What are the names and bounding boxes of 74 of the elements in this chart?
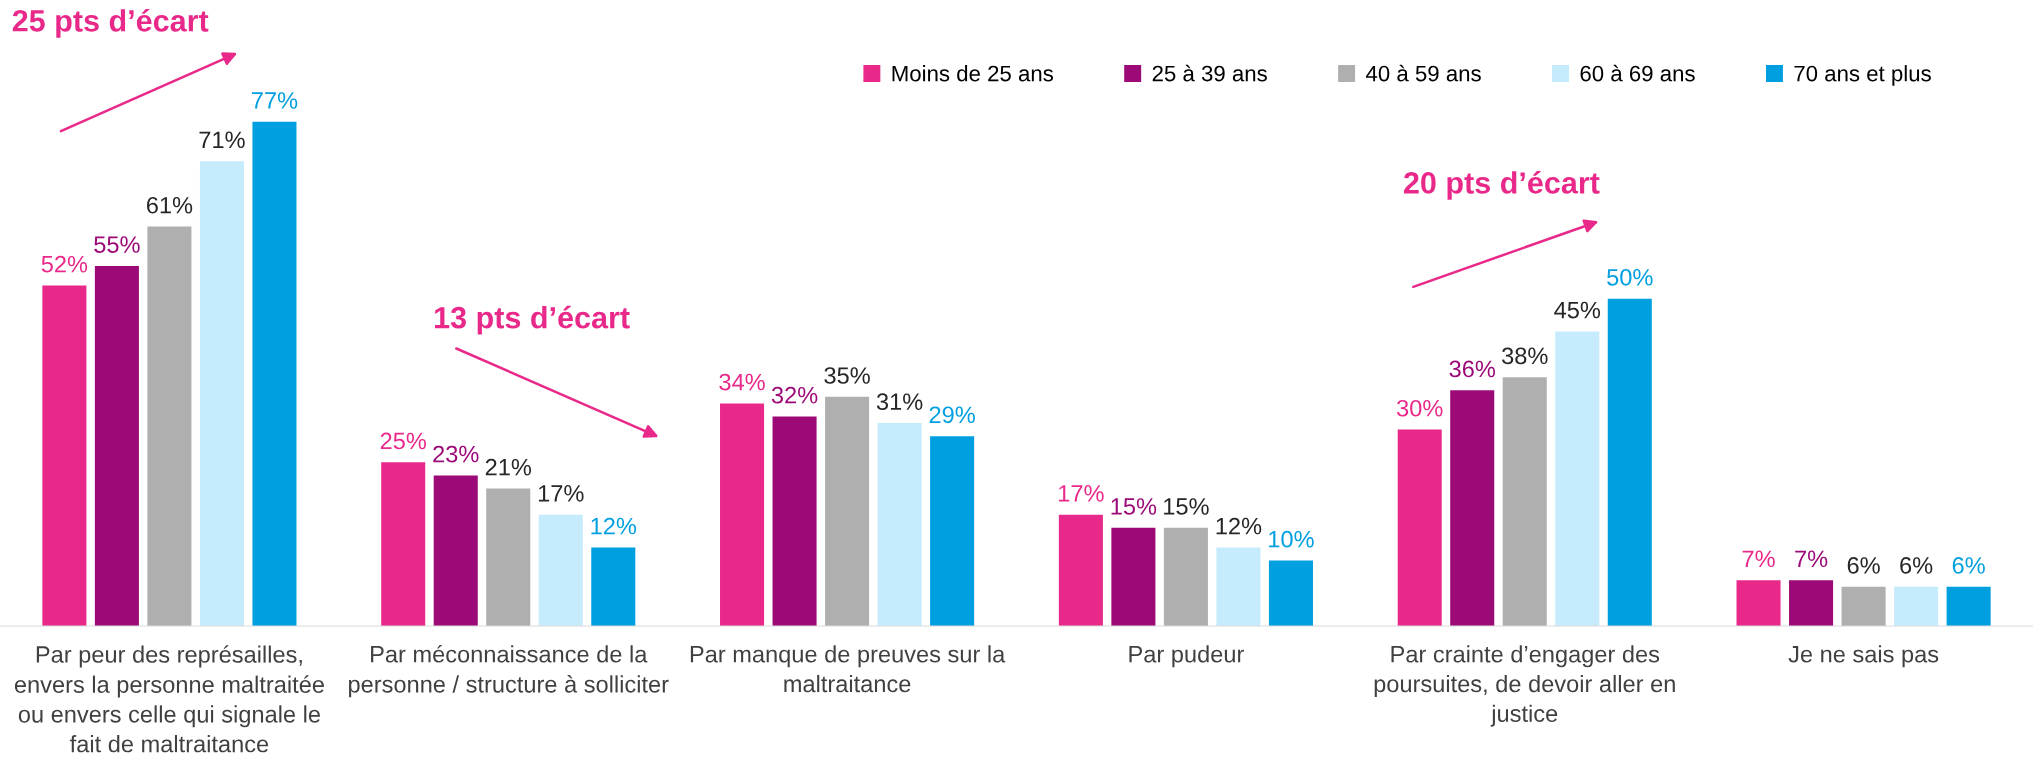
- data-label: 7%: [1795, 550, 1828, 568]
- data-label: 36%: [1449, 360, 1496, 378]
- data-label: 45%: [1554, 301, 1601, 319]
- bar: [720, 403, 765, 627]
- x-tick-label: Par crainte d’engager des poursuites, de devoir aller en justice: [1374, 645, 1675, 727]
- bar: [1555, 331, 1600, 627]
- data-label: 25%: [380, 432, 426, 450]
- bar: [1607, 298, 1652, 627]
- x-tick-label: Par pudeur: [1129, 645, 1244, 668]
- data-label: 50%: [1607, 268, 1653, 286]
- data-label: 30%: [1396, 399, 1443, 417]
- data-label: 34%: [719, 373, 765, 391]
- bar: [1502, 377, 1547, 627]
- data-label: 7%: [1742, 550, 1775, 568]
- data-label: 23%: [433, 445, 479, 463]
- data-label: 10%: [1269, 530, 1314, 548]
- data-label: 17%: [1059, 485, 1104, 502]
- bar: [1894, 586, 1939, 627]
- bar: [199, 161, 244, 627]
- bar: [1736, 580, 1781, 627]
- x-tick-label: Par manque de preuves sur la maltraitance: [690, 645, 1006, 693]
- bar: [772, 416, 817, 627]
- legend-label: Moins de 25 ans: [892, 65, 1054, 82]
- data-label: 71%: [199, 131, 245, 149]
- x-tick-label: Par peur des représailles, envers la personne maltraitée ou envers celle qui signale le fait de maltraitance: [14, 645, 324, 753]
- x-tick-label: Par méconnaissance de la personne / structure à solliciter: [349, 644, 669, 698]
- bar: [252, 121, 297, 627]
- bar: [1216, 547, 1261, 627]
- data-label: 21%: [485, 458, 532, 476]
- bar: [1268, 560, 1313, 627]
- data-label: 15%: [1111, 498, 1157, 515]
- data-label: 17%: [538, 485, 584, 502]
- data-label: 6%: [1847, 557, 1880, 574]
- text: 25 pts d’écart: [12, 8, 209, 38]
- bar: [1450, 390, 1495, 627]
- bar: [433, 475, 478, 627]
- bar: [1946, 586, 1991, 627]
- data-label: 61%: [146, 196, 193, 214]
- legend-label: 25 à 39 ans: [1152, 64, 1267, 82]
- data-label: 31%: [876, 393, 923, 411]
- bar: [1397, 429, 1442, 627]
- legend-label: 40 à 59 ans: [1366, 64, 1481, 82]
- legend-label: 60 à 69 ans: [1580, 64, 1695, 82]
- data-label: 35%: [824, 367, 870, 384]
- bar: [42, 285, 87, 627]
- data-label: 12%: [1216, 517, 1262, 535]
- x-tick-label: Je ne sais pas: [1788, 645, 1939, 668]
- bar: [930, 436, 975, 627]
- bar: [486, 488, 531, 627]
- bar: [94, 265, 139, 627]
- annotation: 20 pts d’écart: [1403, 170, 1600, 200]
- bar: [877, 423, 922, 627]
- data-label: 32%: [771, 386, 818, 404]
- data-label: 29%: [929, 406, 975, 424]
- bar: [381, 462, 426, 627]
- data-label: 55%: [94, 236, 140, 253]
- bar: [1841, 586, 1886, 627]
- bar: [1058, 514, 1103, 627]
- bar: [1163, 527, 1208, 627]
- data-label: 6%: [1900, 557, 1933, 574]
- data-label: 12%: [591, 517, 637, 535]
- bar: [538, 514, 583, 627]
- data-label: 6%: [1952, 557, 1985, 574]
- bar: [825, 396, 870, 627]
- bar: [1789, 580, 1834, 627]
- bar: [591, 547, 636, 627]
- data-label: 15%: [1164, 498, 1209, 515]
- annotation: 13 pts d’écart: [435, 305, 630, 335]
- data-label: 38%: [1502, 347, 1548, 365]
- legend-label: 70 ans et plus: [1794, 65, 1931, 86]
- bar: [147, 226, 192, 627]
- data-label: 52%: [41, 255, 88, 273]
- data-label: 77%: [252, 92, 298, 109]
- bar: [1111, 527, 1156, 627]
